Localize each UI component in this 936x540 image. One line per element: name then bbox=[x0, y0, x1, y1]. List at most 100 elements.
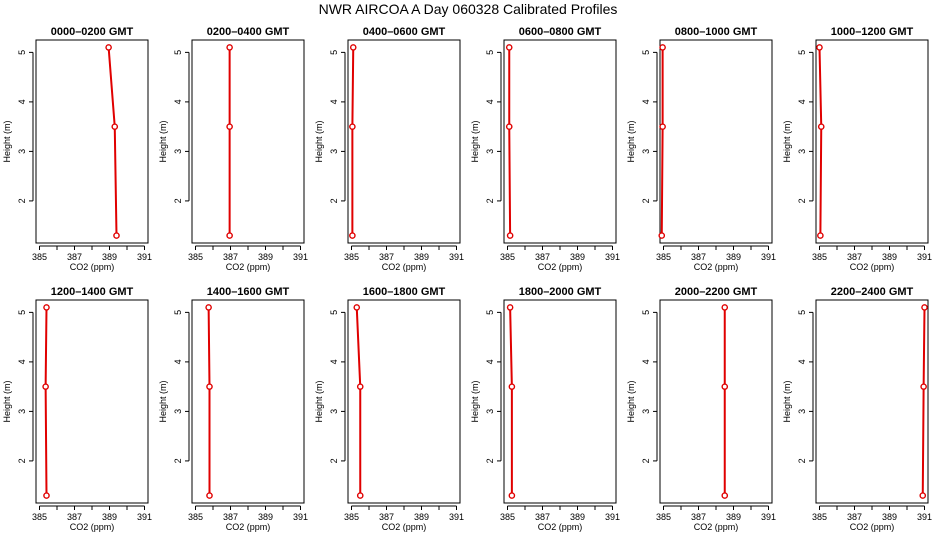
data-point bbox=[816, 44, 823, 51]
plot-frame bbox=[815, 299, 929, 504]
y-tick-label: 5 bbox=[641, 310, 651, 315]
x-tick-label: 385 bbox=[32, 252, 47, 262]
y-tick-label: 3 bbox=[17, 149, 27, 154]
y-tick-label: 2 bbox=[485, 458, 495, 463]
x-tick-label: 385 bbox=[32, 512, 47, 522]
panel-title: 1400–1600 GMT bbox=[207, 286, 290, 298]
data-point bbox=[206, 383, 213, 390]
y-tick-label: 5 bbox=[485, 310, 495, 315]
x-tick-label: 391 bbox=[293, 512, 308, 522]
x-tick-label: 387 bbox=[847, 252, 862, 262]
data-point bbox=[356, 492, 364, 499]
x-tick-label: 391 bbox=[605, 252, 620, 262]
x-tick-label: 385 bbox=[500, 252, 515, 262]
plot-frame bbox=[35, 39, 149, 244]
x-tick-label: 389 bbox=[570, 512, 585, 522]
data-point bbox=[659, 44, 666, 51]
panel-title: 2200–2400 GMT bbox=[831, 286, 914, 298]
profile-line bbox=[44, 307, 48, 496]
data-point bbox=[920, 383, 927, 390]
y-tick-label: 5 bbox=[173, 50, 183, 55]
y-tick-label: 4 bbox=[173, 359, 183, 364]
data-point bbox=[226, 123, 233, 130]
plot-frame bbox=[659, 39, 773, 244]
panel-title: 0800–1000 GMT bbox=[675, 26, 758, 38]
x-tick-label: 387 bbox=[379, 512, 394, 522]
profile-line bbox=[509, 307, 513, 496]
profile-line bbox=[660, 47, 664, 236]
panel-6: 1000–1200 GMT 385 387 389 391 CO2 (ppm) 2 3 4 5 He… bbox=[782, 26, 932, 272]
x-tick-label: 385 bbox=[500, 512, 515, 522]
profile-line bbox=[508, 47, 512, 236]
data-point bbox=[111, 123, 119, 130]
x-tick-label: 387 bbox=[691, 512, 706, 522]
data-point bbox=[206, 492, 213, 499]
x-tick-label: 389 bbox=[570, 252, 585, 262]
panel-10: 1800–2000 GMT 385 387 389 391 CO2 (ppm) 2 3 4 5 He… bbox=[470, 286, 620, 532]
x-tick-label: 389 bbox=[258, 512, 273, 522]
y-tick-label: 5 bbox=[485, 50, 495, 55]
data-point bbox=[506, 232, 514, 239]
profile-line bbox=[921, 307, 926, 496]
x-tick-label: 391 bbox=[605, 512, 620, 522]
panel-9: 1600–1800 GMT 385 387 389 391 CO2 (ppm) 2 3 4 5 He… bbox=[314, 286, 464, 532]
x-tick-label: 389 bbox=[102, 252, 117, 262]
y-axis-label: Height (m) bbox=[2, 380, 12, 422]
panel-2: 0200–0400 GMT 385 387 389 391 CO2 (ppm) 2 3 4 5 He… bbox=[158, 26, 308, 272]
data-point bbox=[721, 492, 729, 499]
y-tick-label: 5 bbox=[797, 50, 807, 55]
panel-5: 0800–1000 GMT 385 387 389 391 CO2 (ppm) 2 3 4 5 He… bbox=[626, 26, 776, 272]
panel-8: 1400–1600 GMT 385 387 389 391 CO2 (ppm) 2 3 4 5 He… bbox=[158, 286, 308, 532]
panel-title: 0600–0800 GMT bbox=[519, 26, 602, 38]
x-tick-label: 387 bbox=[847, 512, 862, 522]
y-axis-label: Height (m) bbox=[314, 380, 324, 422]
data-point bbox=[817, 123, 825, 130]
y-tick-label: 3 bbox=[17, 409, 27, 414]
plot-frame bbox=[815, 39, 929, 244]
x-axis-label: CO2 (ppm) bbox=[382, 262, 427, 272]
y-tick-label: 2 bbox=[17, 198, 27, 203]
y-axis-label: Height (m) bbox=[470, 380, 480, 422]
data-point bbox=[817, 232, 824, 239]
data-point bbox=[353, 304, 361, 311]
profile-line bbox=[355, 307, 362, 496]
x-axis-label: CO2 (ppm) bbox=[70, 522, 115, 532]
y-tick-label: 5 bbox=[329, 50, 339, 55]
y-tick-label: 2 bbox=[485, 198, 495, 203]
y-tick-label: 4 bbox=[641, 359, 651, 364]
data-point bbox=[508, 383, 516, 390]
plot-frame bbox=[503, 39, 617, 244]
y-axis-label: Height (m) bbox=[2, 120, 12, 162]
panel-title: 0000–0200 GMT bbox=[51, 26, 134, 38]
panel-grid: 0000–0200 GMT 385 387 389 391 CO2 (ppm) 2 3 4 5 He… bbox=[2, 26, 932, 532]
plot-frame bbox=[347, 299, 461, 504]
plot-frame bbox=[191, 39, 305, 244]
data-point bbox=[205, 304, 212, 311]
y-tick-label: 3 bbox=[173, 409, 183, 414]
data-point bbox=[506, 304, 514, 311]
panel-title: 1200–1400 GMT bbox=[51, 286, 134, 298]
x-axis-label: CO2 (ppm) bbox=[538, 262, 583, 272]
y-tick-label: 4 bbox=[329, 99, 339, 104]
x-tick-label: 387 bbox=[67, 512, 82, 522]
y-axis-label: Height (m) bbox=[626, 120, 636, 162]
x-tick-label: 391 bbox=[449, 252, 464, 262]
y-tick-label: 5 bbox=[797, 310, 807, 315]
data-point bbox=[226, 232, 233, 239]
x-tick-label: 387 bbox=[223, 252, 238, 262]
profile-line bbox=[207, 307, 211, 496]
data-point bbox=[349, 123, 356, 130]
y-tick-label: 4 bbox=[329, 359, 339, 364]
x-tick-label: 391 bbox=[137, 252, 152, 262]
x-axis-label: CO2 (ppm) bbox=[694, 522, 739, 532]
x-tick-label: 385 bbox=[344, 252, 359, 262]
x-tick-label: 389 bbox=[726, 512, 741, 522]
y-tick-label: 3 bbox=[173, 149, 183, 154]
x-axis-label: CO2 (ppm) bbox=[850, 522, 895, 532]
x-tick-label: 391 bbox=[293, 252, 308, 262]
plot-frame bbox=[35, 299, 149, 504]
x-tick-label: 391 bbox=[761, 252, 776, 262]
x-tick-label: 385 bbox=[188, 512, 203, 522]
x-tick-label: 391 bbox=[917, 512, 932, 522]
data-point bbox=[919, 492, 927, 499]
